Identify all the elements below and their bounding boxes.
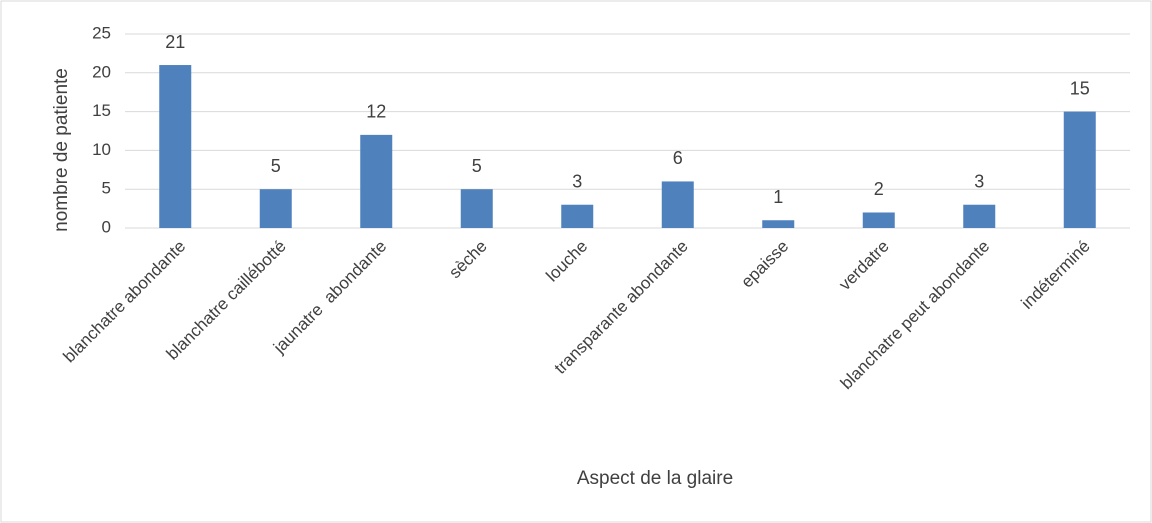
bar (159, 65, 192, 228)
bar (1063, 111, 1096, 228)
bar (561, 204, 594, 228)
data-label: 21 (165, 32, 185, 52)
bar (259, 189, 292, 228)
y-tick-label: 20 (92, 62, 111, 81)
bar (460, 189, 493, 228)
y-tick-label: 5 (102, 179, 111, 198)
bar (360, 134, 393, 228)
data-label: 2 (874, 179, 884, 199)
y-tick-label: 0 (102, 217, 111, 236)
data-label: 6 (673, 148, 683, 168)
y-tick-label: 25 (92, 23, 111, 42)
bar (762, 220, 795, 228)
data-label: 5 (472, 156, 482, 176)
y-tick-label: 15 (92, 101, 111, 120)
bar (862, 212, 895, 228)
x-axis-title: Aspect de la glaire (577, 468, 733, 489)
data-label: 15 (1070, 78, 1090, 98)
y-tick-label: 10 (92, 140, 111, 159)
y-axis-title: nombre de patiente (51, 68, 72, 232)
data-label: 3 (974, 171, 984, 191)
data-label: 5 (271, 156, 281, 176)
data-label: 1 (773, 187, 783, 207)
bar (661, 181, 694, 228)
data-label: 12 (366, 102, 386, 122)
bar (963, 204, 996, 228)
data-label: 3 (572, 171, 582, 191)
